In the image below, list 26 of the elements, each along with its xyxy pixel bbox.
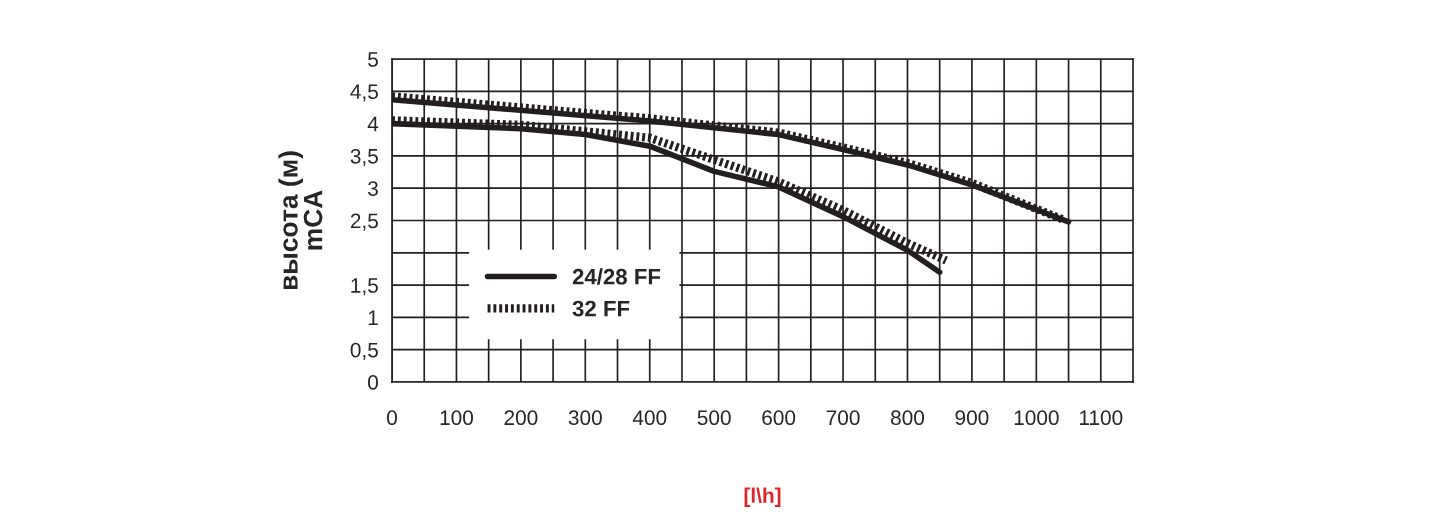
x-tick-label: 900 xyxy=(955,410,989,426)
x-tick-label: 1100 xyxy=(1079,410,1123,426)
x-axis-title: [l\h] xyxy=(744,487,781,507)
y-tick-label: 1,5 xyxy=(351,278,378,296)
x-tick-label: 400 xyxy=(632,410,667,426)
x-tick-label: 1000 xyxy=(1014,410,1059,426)
y-tick-label: 0 xyxy=(368,375,378,390)
y-tick-label: 2,5 xyxy=(350,213,378,231)
x-tick-label: 800 xyxy=(891,410,925,426)
y-tick-label: 0,5 xyxy=(350,342,378,360)
legend-label: 24/28 FF xyxy=(572,268,661,285)
y-tick-label: 3,5 xyxy=(350,148,378,167)
x-tick-label: 500 xyxy=(697,410,731,426)
legend-label: 32 FF xyxy=(572,300,630,317)
y-tick-label: 4 xyxy=(367,116,379,132)
x-tick-label: 600 xyxy=(762,410,796,426)
x-tick-label: 100 xyxy=(440,410,473,426)
y-tick-label: 3 xyxy=(368,181,378,196)
x-tick-label: 200 xyxy=(504,410,538,426)
x-tick-label: 700 xyxy=(826,410,860,426)
y-axis-title: высота (м) mCA xyxy=(278,151,323,290)
y-tick-label: 4,5 xyxy=(350,84,378,102)
x-tick-label: 300 xyxy=(568,410,602,426)
y-tick-label: 1 xyxy=(368,310,378,325)
x-tick-label: 0 xyxy=(387,410,397,426)
y-tick-label: 5 xyxy=(368,52,378,67)
